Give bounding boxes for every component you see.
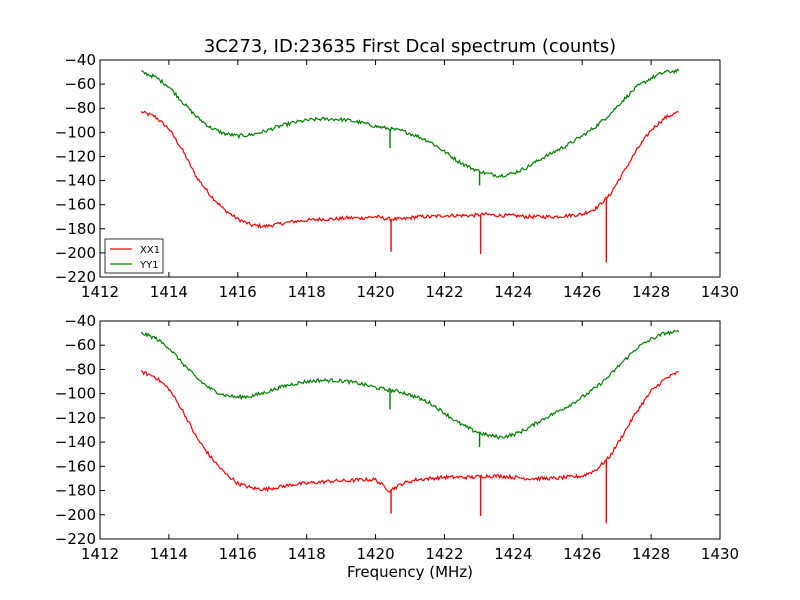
series-line-series-0: [140, 369, 679, 493]
legend-label-xx1: XX1: [140, 245, 160, 256]
y-tick-label: −140: [55, 433, 96, 451]
y-tick-label: −180: [55, 482, 96, 500]
series-line-yy1: [141, 68, 680, 178]
x-tick-label: 1416: [219, 545, 257, 563]
y-tick-label: −60: [64, 336, 96, 354]
x-tick-label: 1430: [701, 283, 739, 301]
y-tick-label: −220: [55, 268, 96, 286]
y-tick-label: −220: [55, 530, 96, 548]
x-tick-label: 1428: [632, 283, 670, 301]
y-tick-label: −60: [64, 75, 96, 93]
y-tick-label: −100: [55, 385, 96, 403]
x-tick-label: 1414: [150, 545, 188, 563]
y-tick-label: −80: [64, 360, 96, 378]
y-tick-label: −40: [64, 51, 96, 69]
y-tick-label: −120: [55, 409, 96, 427]
x-tick-label: 1422: [425, 283, 463, 301]
legend-label-yy1: YY1: [139, 260, 159, 271]
series-line-series-1: [140, 329, 680, 440]
x-tick-label: 1420: [356, 283, 394, 301]
y-tick-label: −160: [55, 196, 96, 214]
figure-title: 3C273, ID:23635 First Dcal spectrum (cou…: [204, 36, 616, 57]
y-tick-label: −140: [55, 172, 96, 190]
x-axis-label: Frequency (MHz): [347, 563, 473, 581]
x-tick-label: 1412: [81, 545, 119, 563]
x-tick-label: 1414: [150, 283, 188, 301]
y-tick-label: −100: [55, 123, 96, 141]
y-tick-label: −40: [64, 312, 96, 330]
legend-box: [104, 238, 164, 274]
x-tick-label: 1426: [563, 545, 601, 563]
x-tick-label: 1416: [219, 283, 257, 301]
x-tick-label: 1420: [356, 545, 394, 563]
x-tick-label: 1430: [701, 545, 739, 563]
x-tick-label: 1424: [494, 283, 532, 301]
series-line-xx1: [140, 110, 679, 229]
y-tick-label: −160: [55, 457, 96, 475]
y-tick-label: −200: [55, 506, 96, 524]
x-tick-label: 1424: [494, 545, 532, 563]
bottom-panel: 1412 1414 1416 1418 1420 1422 1424 1426 1428 1430…: [55, 312, 739, 563]
y-tick-label: −80: [64, 99, 96, 117]
x-tick-label: 1422: [425, 545, 463, 563]
x-tick-label: 1418: [288, 283, 326, 301]
y-tick-label: −180: [55, 220, 96, 238]
y-tick-label: −200: [55, 244, 96, 262]
x-tick-label: 1426: [563, 283, 601, 301]
y-tick-label: −120: [55, 147, 96, 165]
plot-lines: [140, 68, 680, 263]
plot-lines: [140, 329, 680, 524]
plot-frame: [99, 59, 721, 278]
x-tick-label: 1418: [288, 545, 326, 563]
x-tick-label: 1412: [81, 283, 119, 301]
x-tick-label: 1428: [632, 545, 670, 563]
plot-frame: [99, 320, 721, 540]
top-panel: 1412 1414 1416 1418 1420 1422 1424 1426 1428 1430…: [55, 51, 739, 301]
